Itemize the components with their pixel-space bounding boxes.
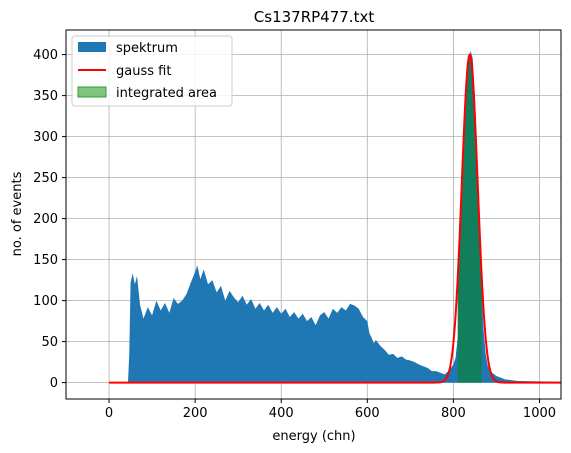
x-tick-label: 600 [355,406,380,421]
y-tick-label: 400 [33,48,58,63]
legend-swatch-spektrum [78,42,106,52]
legend-swatch-integrated-area [77,86,107,98]
y-tick-label: 350 [33,89,58,104]
y-tick-label: 200 [33,212,58,227]
y-tick-label: 50 [41,335,58,350]
x-tick-label: 200 [183,406,208,421]
x-axis-label: energy (chn) [272,429,355,444]
legend-label-gauss-fit: gauss fit [116,64,171,79]
legend-label-spektrum: spektrum [116,41,178,56]
x-tick-label: 1000 [523,406,556,421]
x-tick-label: 800 [441,406,466,421]
y-tick-label: 300 [33,130,58,145]
spektrum-histogram [109,50,561,383]
y-tick-label: 0 [50,376,58,391]
y-tick-label: 250 [33,171,58,186]
x-tick-label: 0 [105,406,113,421]
legend: spektrum gauss fit integrated area [71,35,233,107]
y-tick-label: 150 [33,253,58,268]
plot-frame [65,29,562,400]
legend-box [71,35,233,107]
chart-title: Cs137RP477.txt [254,8,375,26]
y-tick-label: 100 [33,294,58,309]
plot-data [109,50,561,384]
x-tick-label: 400 [269,406,294,421]
gauss-fit-line [109,53,561,384]
axis-ticks: 0 200 400 600 800 1000 0 50 100 150 200 250 300 350 40… [33,48,556,421]
legend-label-integrated-area: integrated area [116,86,217,101]
y-axis-label: no. of events [10,171,25,256]
